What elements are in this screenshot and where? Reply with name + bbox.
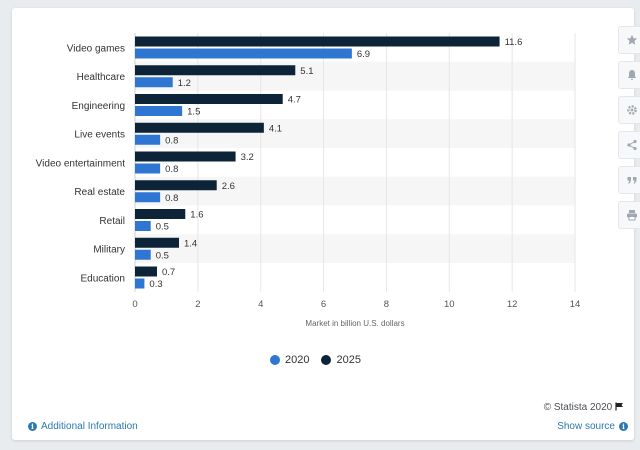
data-label-2025: 2.6 bbox=[222, 181, 235, 192]
data-label-2025: 4.1 bbox=[269, 123, 282, 134]
data-label-2025: 1.6 bbox=[190, 210, 203, 221]
info-icon: i bbox=[619, 422, 628, 431]
bar-2025 bbox=[135, 209, 186, 219]
notification-button[interactable] bbox=[618, 61, 640, 89]
chart-legend: 2020 2025 bbox=[270, 354, 361, 366]
data-label-2020: 0.8 bbox=[165, 135, 178, 146]
share-icon bbox=[627, 139, 637, 151]
category-label: Military bbox=[93, 245, 125, 256]
data-label-2025: 3.2 bbox=[241, 152, 254, 163]
bar-2025 bbox=[135, 237, 179, 248]
settings-button[interactable] bbox=[618, 96, 640, 124]
data-label-2020: 0.8 bbox=[165, 164, 178, 175]
data-label-2020: 0.5 bbox=[156, 250, 169, 261]
bar-2020 bbox=[135, 163, 161, 174]
favorite-button[interactable] bbox=[618, 26, 640, 54]
additional-information-label: Additional Information bbox=[41, 421, 138, 432]
category-label: Retail bbox=[99, 216, 125, 227]
data-label-2020: 0.5 bbox=[156, 222, 169, 233]
legend-label-2025: 2025 bbox=[336, 354, 361, 366]
chart-card: 0 2 4 6 8 10 12 14 Market in billion U.S. dollar… bbox=[12, 8, 640, 440]
legend-label-2020: 2020 bbox=[285, 354, 310, 366]
x-tick-label: 2 bbox=[195, 299, 200, 310]
quote-icon bbox=[627, 177, 637, 184]
data-label-2025: 4.7 bbox=[288, 95, 301, 106]
bar-2020 bbox=[135, 221, 151, 231]
x-axis-title: Market in billion U.S. dollars bbox=[305, 319, 404, 328]
share-button[interactable] bbox=[618, 131, 640, 159]
bar-2020 bbox=[135, 106, 183, 116]
bar-2025 bbox=[135, 151, 236, 162]
bell-icon bbox=[627, 70, 637, 80]
bar-2025 bbox=[135, 94, 283, 104]
bar-2025 bbox=[135, 65, 296, 76]
x-tick-label: 6 bbox=[321, 299, 326, 310]
bar-2020 bbox=[135, 192, 161, 203]
x-tick-label: 10 bbox=[444, 299, 455, 310]
data-label-2020: 6.9 bbox=[357, 49, 370, 60]
data-label-2020: 0.8 bbox=[165, 193, 178, 204]
print-button[interactable] bbox=[618, 201, 640, 229]
info-icon: i bbox=[28, 422, 37, 431]
credits-text: © Statista 2020 bbox=[543, 402, 613, 413]
bar-2025 bbox=[135, 266, 157, 277]
category-label: Live events bbox=[74, 130, 125, 141]
statista-credits[interactable]: © Statista 2020 bbox=[544, 402, 624, 413]
category-label: Video entertainment bbox=[36, 158, 126, 169]
x-tick-label: 12 bbox=[507, 299, 518, 310]
category-label: Video games bbox=[67, 43, 125, 54]
legend-marker-2025 bbox=[321, 355, 332, 365]
data-label-2020: 0.3 bbox=[149, 279, 162, 290]
bar-2020 bbox=[135, 278, 145, 289]
legend-marker-2020 bbox=[270, 355, 280, 365]
print-icon bbox=[627, 210, 637, 221]
category-label: Education bbox=[81, 273, 125, 284]
legend-item-2020[interactable]: 2020 bbox=[270, 354, 309, 366]
data-label-2025: 1.4 bbox=[184, 238, 197, 249]
data-label-2025: 5.1 bbox=[300, 66, 313, 77]
x-tick-label: 4 bbox=[258, 299, 263, 310]
bar-2020 bbox=[135, 77, 173, 88]
show-source-label: Show source bbox=[557, 421, 615, 432]
data-label-2020: 1.2 bbox=[178, 78, 191, 89]
gear-icon bbox=[627, 105, 637, 115]
bar-2020 bbox=[135, 134, 161, 145]
category-label: Engineering bbox=[72, 101, 125, 112]
cite-button[interactable] bbox=[618, 166, 640, 194]
chart-toolbar bbox=[618, 26, 640, 236]
flag-icon bbox=[615, 402, 623, 411]
bar-2025 bbox=[135, 180, 217, 191]
band-background bbox=[135, 234, 575, 263]
data-label-2020: 1.5 bbox=[187, 107, 200, 118]
category-label: Healthcare bbox=[77, 72, 126, 83]
bar-chart: 0 2 4 6 8 10 12 14 Market in billion U.S. dollar… bbox=[36, 33, 581, 328]
x-tick-label: 14 bbox=[570, 299, 581, 310]
legend-item-2025[interactable]: 2025 bbox=[321, 354, 361, 366]
data-label-2025: 11.6 bbox=[505, 37, 523, 48]
bar-2020 bbox=[135, 249, 151, 260]
category-label: Real estate bbox=[74, 187, 125, 198]
data-label-2025: 0.7 bbox=[162, 267, 175, 278]
bar-2025 bbox=[135, 36, 500, 47]
bar-2020 bbox=[135, 48, 352, 59]
x-tick-label: 8 bbox=[384, 299, 389, 310]
star-icon bbox=[626, 34, 638, 45]
x-tick-label: 0 bbox=[132, 299, 137, 310]
additional-information-link[interactable]: i Additional Information bbox=[28, 421, 138, 432]
show-source-link[interactable]: Show source i bbox=[557, 421, 628, 432]
bar-2025 bbox=[135, 122, 264, 133]
